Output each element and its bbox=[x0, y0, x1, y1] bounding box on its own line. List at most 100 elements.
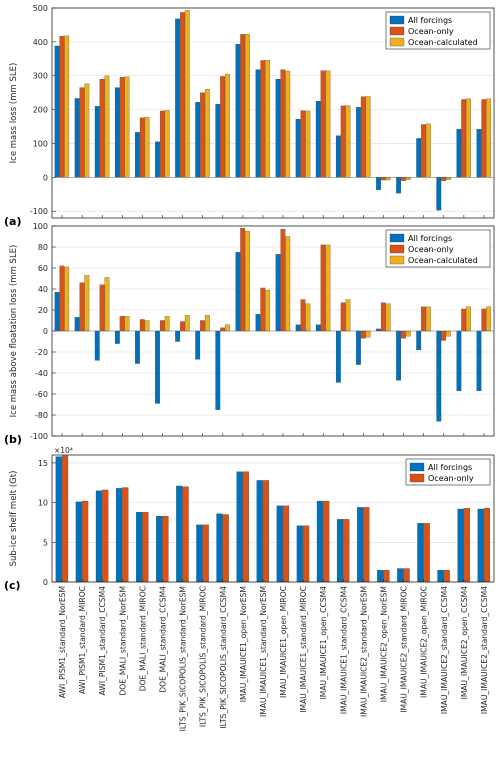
bar-all bbox=[216, 513, 223, 583]
bar-all bbox=[335, 135, 341, 178]
bar-all bbox=[215, 330, 221, 410]
bar-all bbox=[296, 525, 303, 583]
x-category-label: IMAU_IMAUICE1_standard_MIROC bbox=[299, 586, 308, 713]
x-category-label: IMAU_IMAUICE2_standard_MIROC bbox=[400, 586, 409, 713]
bar-all bbox=[235, 252, 241, 332]
legend-entry: Ocean-calculated bbox=[408, 38, 478, 47]
bar-ocean bbox=[162, 515, 169, 583]
panel-b: -100 -80 -60 -40 -20 0 20 40 60 80 100 Ice mass abo… bbox=[4, 222, 495, 446]
bar-ocean bbox=[280, 69, 286, 178]
bar-all bbox=[376, 328, 381, 332]
bar-ocean bbox=[461, 99, 467, 178]
bar-calc bbox=[345, 105, 351, 178]
tick-label-y: 40 bbox=[38, 285, 48, 294]
bar-calc bbox=[345, 299, 351, 332]
panel-c: 0 5 10 15 Sub-ice shelf melt (Gt) (c) ×10⁴ All … bbox=[4, 446, 495, 592]
legend-entry: All forcings bbox=[408, 16, 452, 25]
bar-ocean bbox=[280, 229, 286, 332]
tick-label-y: -80 bbox=[35, 411, 48, 420]
bar-all bbox=[74, 317, 80, 332]
tick-label-y: 5 bbox=[43, 538, 48, 547]
bar-calc bbox=[365, 330, 371, 338]
bar-ocean bbox=[441, 330, 447, 341]
bar-ocean bbox=[240, 34, 246, 178]
bar-calc bbox=[184, 315, 190, 332]
bar-calc bbox=[466, 306, 471, 332]
x-category-label: AWI_PISM1_standard_NorESM bbox=[58, 586, 67, 698]
tick-label-y: -20 bbox=[35, 348, 48, 357]
bar-ocean bbox=[363, 507, 370, 583]
bar-all bbox=[377, 569, 384, 583]
bar-ocean bbox=[481, 308, 487, 332]
bar-calc bbox=[385, 177, 391, 181]
bar-calc bbox=[486, 98, 492, 178]
tick-label-y: -60 bbox=[35, 390, 48, 399]
bar-calc bbox=[84, 83, 90, 178]
bar-calc bbox=[164, 110, 170, 178]
bar-all bbox=[215, 104, 221, 178]
bar-all bbox=[436, 177, 442, 211]
x-category-label: IMAU_IMAUICE2_open_CCSM4 bbox=[460, 586, 469, 700]
panel-a: -100 0 100 200 300 400 500 Ice mass loss (mm SL… bbox=[4, 4, 495, 228]
y-axis-label: Ice mass above floatation loss (mm SLE) bbox=[9, 245, 19, 418]
bar-all bbox=[255, 314, 261, 332]
legend-swatch bbox=[389, 255, 405, 265]
bar-ocean bbox=[320, 70, 326, 178]
bar-ocean bbox=[300, 110, 306, 178]
legend-swatch bbox=[389, 15, 405, 25]
bar-ocean bbox=[200, 320, 205, 332]
bar-calc bbox=[265, 60, 271, 178]
plot-frame bbox=[51, 225, 495, 437]
bar-ocean bbox=[102, 489, 109, 583]
bar-all bbox=[356, 107, 361, 178]
tick-label-y: 20 bbox=[38, 306, 48, 315]
tick-label-y: 15 bbox=[38, 459, 48, 468]
bar-calc bbox=[305, 303, 311, 332]
bar-calc bbox=[124, 316, 130, 332]
x-category-label: IMAU_IMAUICE1_standard_CCSM4 bbox=[339, 586, 348, 714]
bar-ocean bbox=[403, 568, 410, 583]
bar-ocean bbox=[59, 265, 65, 332]
bar-all bbox=[336, 519, 344, 583]
bar-ocean bbox=[421, 124, 426, 178]
x-category-label: IMAU_IMAUICE1_open_MIROC bbox=[279, 586, 288, 698]
bar-calc bbox=[64, 266, 70, 332]
bar-ocean bbox=[423, 523, 430, 583]
x-category-label: IMAU_IMAUICE1_open_CCSM4 bbox=[319, 586, 328, 700]
bar-all bbox=[315, 324, 321, 332]
bar-ocean bbox=[441, 177, 447, 181]
bar-ocean bbox=[139, 319, 145, 332]
tick-label-y: 100 bbox=[33, 222, 48, 231]
axis-exponent-label: ×10⁴ bbox=[54, 446, 73, 455]
bar-calc bbox=[365, 96, 371, 178]
bar-ocean bbox=[122, 487, 129, 583]
legend-entry: Ocean-calculated bbox=[408, 256, 478, 265]
bar-all bbox=[136, 512, 143, 583]
bar-ocean bbox=[220, 327, 226, 332]
x-category-label: ILTS_PIK_SICOPOLIS_standard_MIROC bbox=[199, 586, 208, 727]
x-category-label: AWI_PISM1_standard_MIROC bbox=[78, 586, 87, 694]
y-axis-label: Ice mass loss (mm SLE) bbox=[9, 63, 19, 164]
x-category-label: IMAU_IMAUICE2_standard_CCSM4 bbox=[480, 586, 489, 714]
legend-swatch bbox=[389, 233, 405, 243]
plot-frame bbox=[51, 7, 495, 219]
bar-all bbox=[356, 330, 361, 365]
bar-calc bbox=[124, 76, 130, 178]
bar-all bbox=[75, 501, 82, 583]
bar-all bbox=[155, 141, 160, 178]
bar-ocean bbox=[383, 569, 390, 583]
x-category-label: IMAU_IMAUICE1_open_NorESM bbox=[239, 586, 248, 702]
bar-all bbox=[437, 569, 444, 583]
bar-all bbox=[357, 507, 364, 583]
bar-calc bbox=[325, 70, 331, 178]
x-category-label: IMAU_IMAUICE2_open_NorESM bbox=[380, 586, 389, 702]
bar-all bbox=[436, 330, 442, 422]
tick-label-y: 300 bbox=[33, 72, 48, 81]
tick-label-y: 60 bbox=[38, 264, 48, 273]
bar-ocean bbox=[320, 244, 326, 332]
legend: All forcings Ocean-only bbox=[405, 458, 491, 486]
tick-label-y: 200 bbox=[33, 106, 48, 115]
bar-calc bbox=[144, 320, 150, 332]
bar-ocean bbox=[159, 110, 165, 178]
